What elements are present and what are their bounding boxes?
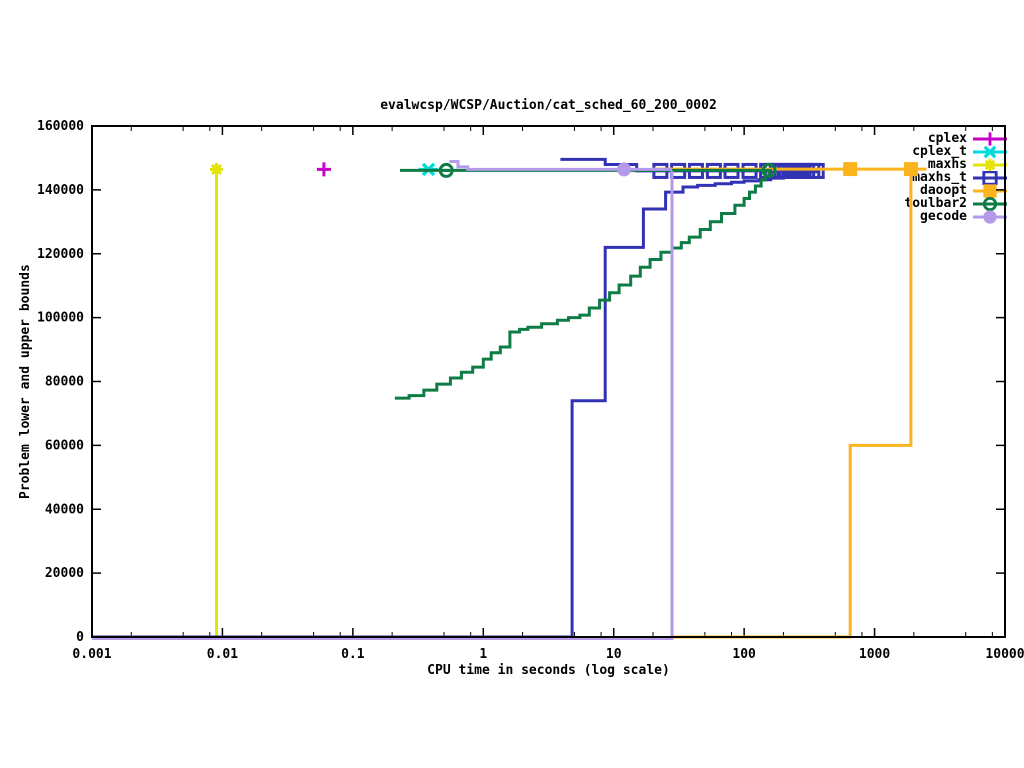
square-filled-marker-icon <box>983 183 997 198</box>
square-open-marker-icon <box>783 162 800 179</box>
series-daoopt-lower_bound <box>672 170 913 639</box>
circle-filled-marker-icon <box>617 162 632 177</box>
plus-marker-icon <box>316 162 331 177</box>
chart-title: evalwcsp/WCSP/Auction/cat_sched_60_200_0… <box>380 98 717 113</box>
y-tick-label: 140000 <box>37 183 84 198</box>
cross-marker-icon <box>421 162 436 177</box>
square-open-marker-icon <box>808 162 825 179</box>
x-axis-label: CPU time in seconds (log scale) <box>427 663 670 678</box>
series-cplex <box>316 162 331 177</box>
square-open-marker-icon <box>778 162 795 179</box>
y-tick-label: 160000 <box>37 119 84 134</box>
legend-sample-cplex_t <box>973 145 1007 158</box>
square-open-marker-icon <box>804 162 821 179</box>
y-axis-ticks: 0 20000 40000 60000 80000 100000 120000 140000 1… <box>37 119 1005 645</box>
y-tick-label: 100000 <box>37 311 84 326</box>
y-tick-label: 20000 <box>45 566 84 581</box>
square-open-marker-icon <box>652 162 669 179</box>
series-daoopt <box>653 162 927 639</box>
y-tick-label: 0 <box>76 630 84 645</box>
legend-sample-daoopt <box>973 183 1007 198</box>
y-tick-label: 60000 <box>45 438 84 453</box>
square-open-marker-icon <box>723 162 740 179</box>
y-tick-label: 80000 <box>45 375 84 390</box>
x-tick-label: 0.001 <box>72 647 111 662</box>
square-open-marker-icon <box>705 162 722 179</box>
series-gecode <box>92 160 674 640</box>
x-tick-label: 10000 <box>985 647 1024 662</box>
square-filled-marker-icon <box>843 162 858 177</box>
series-maxhs_t-upper_bound <box>560 157 817 173</box>
legend-sample-toulbar2 <box>973 196 1007 211</box>
series-maxhs <box>209 162 223 637</box>
series-gecode-upper_bound <box>449 160 672 171</box>
series-maxhs_t-lower_bound <box>92 169 819 639</box>
x-tick-label: 0.1 <box>341 647 365 662</box>
legend-sample-maxhs_t <box>973 170 1007 185</box>
y-tick-label: 120000 <box>37 247 84 262</box>
legend-sample-cplex <box>973 131 1007 146</box>
plus-marker-icon <box>983 131 997 146</box>
square-open-marker-icon <box>687 162 704 179</box>
x-axis-ticks: 0.001 0.01 0.1 1 10 100 1000 10000 <box>72 126 1024 662</box>
square-open-marker-icon <box>788 162 805 179</box>
plot-border <box>91 125 1006 638</box>
square-open-marker-icon <box>670 162 687 179</box>
square-open-marker-icon <box>741 162 758 179</box>
x-tick-label: 0.01 <box>207 647 238 662</box>
x-tick-label: 1 <box>479 647 487 662</box>
legend-label-gecode: gecode <box>920 209 967 224</box>
x-tick-label: 10 <box>606 647 622 662</box>
circle-filled-marker-icon <box>983 209 997 224</box>
series-toulbar2 <box>394 162 777 400</box>
y-tick-label: 40000 <box>45 502 84 517</box>
x-tick-label: 1000 <box>859 647 890 662</box>
legend-sample-maxhs <box>973 158 1007 171</box>
x-tick-label: 100 <box>732 647 756 662</box>
circle-dash-marker-icon <box>438 162 454 178</box>
series-cplex_t <box>418 162 439 177</box>
series-maxhs_t <box>92 157 825 639</box>
square-open-marker-icon <box>794 162 811 179</box>
series-toulbar2-lower_bound <box>394 169 771 400</box>
square-open-marker-icon <box>773 162 790 179</box>
square-open-marker-icon <box>759 162 776 179</box>
square-open-marker-icon <box>768 162 785 179</box>
y-axis-label: Problem lower and upper bounds <box>18 264 33 499</box>
square-open-marker-icon <box>799 162 816 179</box>
circle-dash-marker-icon <box>761 162 777 178</box>
series-gecode-lower_bound <box>92 170 674 640</box>
legend: cplex cplex_t maxhs maxhs_t daoopt toulbar2 ge… <box>904 131 1007 224</box>
square-open-marker-icon <box>763 162 780 179</box>
star-marker-icon <box>209 162 223 176</box>
legend-item-gecode: gecode <box>904 209 1007 224</box>
legend-sample-gecode <box>973 209 1007 224</box>
star-marker-icon <box>983 158 997 171</box>
